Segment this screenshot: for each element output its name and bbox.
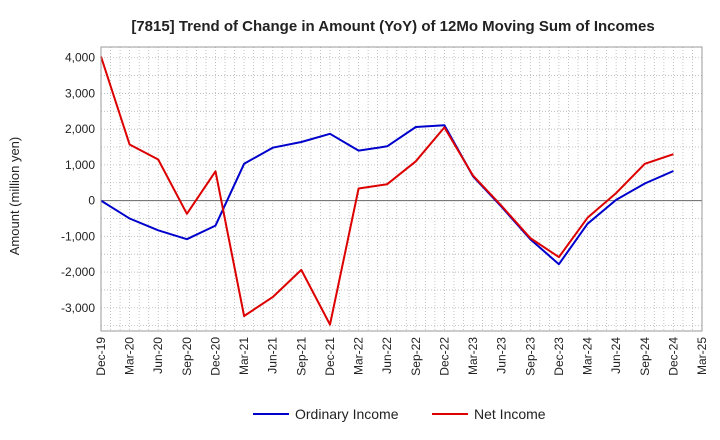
series-lines bbox=[100, 56, 674, 326]
x-tick-label: Dec-20 bbox=[208, 337, 222, 376]
x-tick-label: Jun-22 bbox=[380, 337, 394, 374]
x-tick-label: Dec-22 bbox=[437, 337, 451, 376]
x-tick-label: Mar-24 bbox=[581, 337, 595, 375]
y-tick-label: 2,000 bbox=[65, 122, 95, 136]
x-tick-label: Jun-23 bbox=[495, 337, 509, 374]
legend: Ordinary Income Net Income bbox=[253, 406, 546, 422]
x-tick-label: Sep-20 bbox=[180, 337, 194, 376]
x-tick-label: Dec-23 bbox=[552, 337, 566, 376]
y-tick-label: 3,000 bbox=[65, 86, 95, 100]
legend-label: Net Income bbox=[474, 406, 546, 422]
x-tick-label: Mar-21 bbox=[237, 337, 251, 375]
x-tick-label: Sep-23 bbox=[523, 337, 537, 376]
x-tick-label: Mar-25 bbox=[695, 337, 709, 375]
y-tick-labels: 4,000 3,000 2,000 1,000 0 -1,000 -2,000 -3,000 bbox=[61, 51, 95, 315]
x-tick-label: Sep-24 bbox=[638, 337, 652, 376]
x-tick-label: Jun-24 bbox=[609, 337, 623, 374]
x-tick-label: Sep-22 bbox=[409, 337, 423, 376]
x-tick-label: Jun-20 bbox=[151, 337, 165, 374]
series-line-0 bbox=[100, 124, 674, 266]
grid bbox=[100, 47, 703, 331]
y-tick-label: -1,000 bbox=[61, 229, 95, 243]
x-tick-labels: Dec-19 Mar-20 Jun-20 Sep-20 Dec-20 Mar-21 Jun-… bbox=[94, 337, 709, 376]
legend-label: Ordinary Income bbox=[295, 406, 399, 422]
y-axis-label: Amount (million yen) bbox=[7, 137, 22, 256]
plot-frame bbox=[100, 46, 703, 332]
chart-title: [7815] Trend of Change in Amount (YoY) o… bbox=[131, 18, 654, 35]
x-tick-label: Dec-24 bbox=[666, 337, 680, 376]
x-tick-label: Jun-21 bbox=[266, 337, 280, 374]
x-tick-label: Sep-21 bbox=[294, 337, 308, 376]
y-tick-label: -3,000 bbox=[61, 301, 95, 315]
x-tick-label: Mar-22 bbox=[352, 337, 366, 375]
x-tick-label: Mar-23 bbox=[466, 337, 480, 375]
series-line-1 bbox=[100, 56, 674, 326]
x-tick-label: Mar-20 bbox=[123, 337, 137, 375]
y-tick-label: 0 bbox=[88, 194, 95, 208]
y-tick-label: -2,000 bbox=[61, 265, 95, 279]
y-tick-label: 4,000 bbox=[65, 51, 95, 65]
y-tick-label: 1,000 bbox=[65, 158, 95, 172]
x-tick-label: Dec-21 bbox=[323, 337, 337, 376]
x-tick-label: Dec-19 bbox=[94, 337, 108, 376]
